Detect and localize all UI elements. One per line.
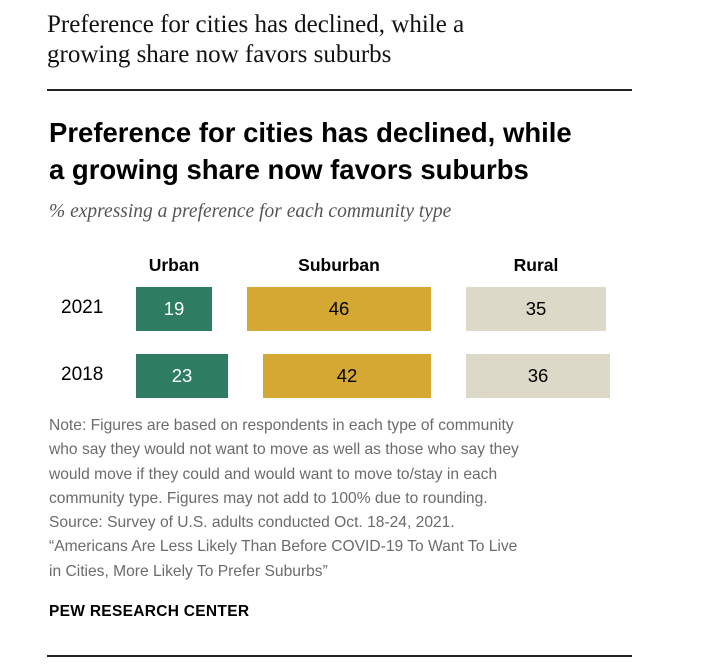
bar-urban-2021: 19 bbox=[136, 287, 212, 331]
note-line: in Cities, More Likely To Prefer Suburbs… bbox=[49, 562, 328, 580]
column-header-rural: Rural bbox=[513, 255, 559, 275]
bar-suburban-2021: 46 bbox=[247, 287, 431, 331]
source-credit: PEW RESEARCH CENTER bbox=[49, 603, 250, 620]
page-header: Preference for cities has declined, whil… bbox=[47, 10, 647, 70]
note-line: would move if they could and would want … bbox=[49, 465, 498, 483]
row-label-2021: 2021 bbox=[61, 297, 104, 318]
top-divider bbox=[47, 89, 632, 91]
chart-title-line: Preference for cities has declined, whil… bbox=[49, 117, 572, 148]
note-line: Source: Survey of U.S. adults conducted … bbox=[49, 514, 455, 532]
row-label-2018: 2018 bbox=[61, 364, 104, 385]
chart-subtitle: % expressing a preference for each commu… bbox=[49, 201, 452, 222]
note-line: who say they would not want to move as w… bbox=[49, 441, 519, 459]
note-line: “Americans Are Less Likely Than Before C… bbox=[49, 538, 518, 556]
note-line: community type. Figures may not add to 1… bbox=[49, 489, 488, 507]
page-header-line: growing share now favors suburbs bbox=[47, 41, 392, 68]
note-line: Note: Figures are based on respondents i… bbox=[49, 417, 514, 434]
chart-title: Preference for cities has declined, whil… bbox=[49, 114, 649, 188]
bar-suburban-2018: 42 bbox=[263, 354, 431, 398]
column-header-urban: Urban bbox=[148, 255, 200, 275]
bottom-divider bbox=[47, 655, 632, 657]
chart-title-line: a growing share now favors suburbs bbox=[49, 154, 529, 185]
chart-note: Note: Figures are based on respondents i… bbox=[49, 414, 639, 584]
bar-rural-2018: 36 bbox=[466, 354, 610, 398]
page-header-line: Preference for cities has declined, whil… bbox=[47, 11, 465, 38]
bar-rural-2021: 35 bbox=[466, 287, 606, 331]
bar-urban-2018: 23 bbox=[136, 354, 228, 398]
column-header-suburban: Suburban bbox=[298, 255, 380, 275]
